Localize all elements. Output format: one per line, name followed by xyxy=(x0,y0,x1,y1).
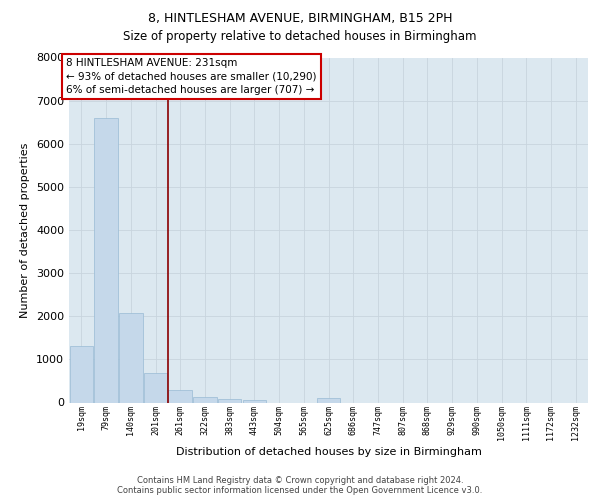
Text: 8, HINTLESHAM AVENUE, BIRMINGHAM, B15 2PH: 8, HINTLESHAM AVENUE, BIRMINGHAM, B15 2P… xyxy=(148,12,452,25)
Bar xyxy=(70,346,93,403)
Bar xyxy=(317,398,340,402)
Bar xyxy=(218,399,241,402)
Bar xyxy=(169,390,192,402)
Bar xyxy=(144,373,167,402)
Y-axis label: Number of detached properties: Number of detached properties xyxy=(20,142,31,318)
Text: Contains HM Land Registry data © Crown copyright and database right 2024.: Contains HM Land Registry data © Crown c… xyxy=(137,476,463,485)
Bar xyxy=(119,313,143,402)
Text: Size of property relative to detached houses in Birmingham: Size of property relative to detached ho… xyxy=(123,30,477,43)
Bar xyxy=(193,396,217,402)
Text: 8 HINTLESHAM AVENUE: 231sqm
← 93% of detached houses are smaller (10,290)
6% of : 8 HINTLESHAM AVENUE: 231sqm ← 93% of det… xyxy=(67,58,317,94)
Text: Contains public sector information licensed under the Open Government Licence v3: Contains public sector information licen… xyxy=(118,486,482,495)
Bar xyxy=(242,400,266,402)
X-axis label: Distribution of detached houses by size in Birmingham: Distribution of detached houses by size … xyxy=(176,447,481,457)
Bar xyxy=(94,118,118,403)
